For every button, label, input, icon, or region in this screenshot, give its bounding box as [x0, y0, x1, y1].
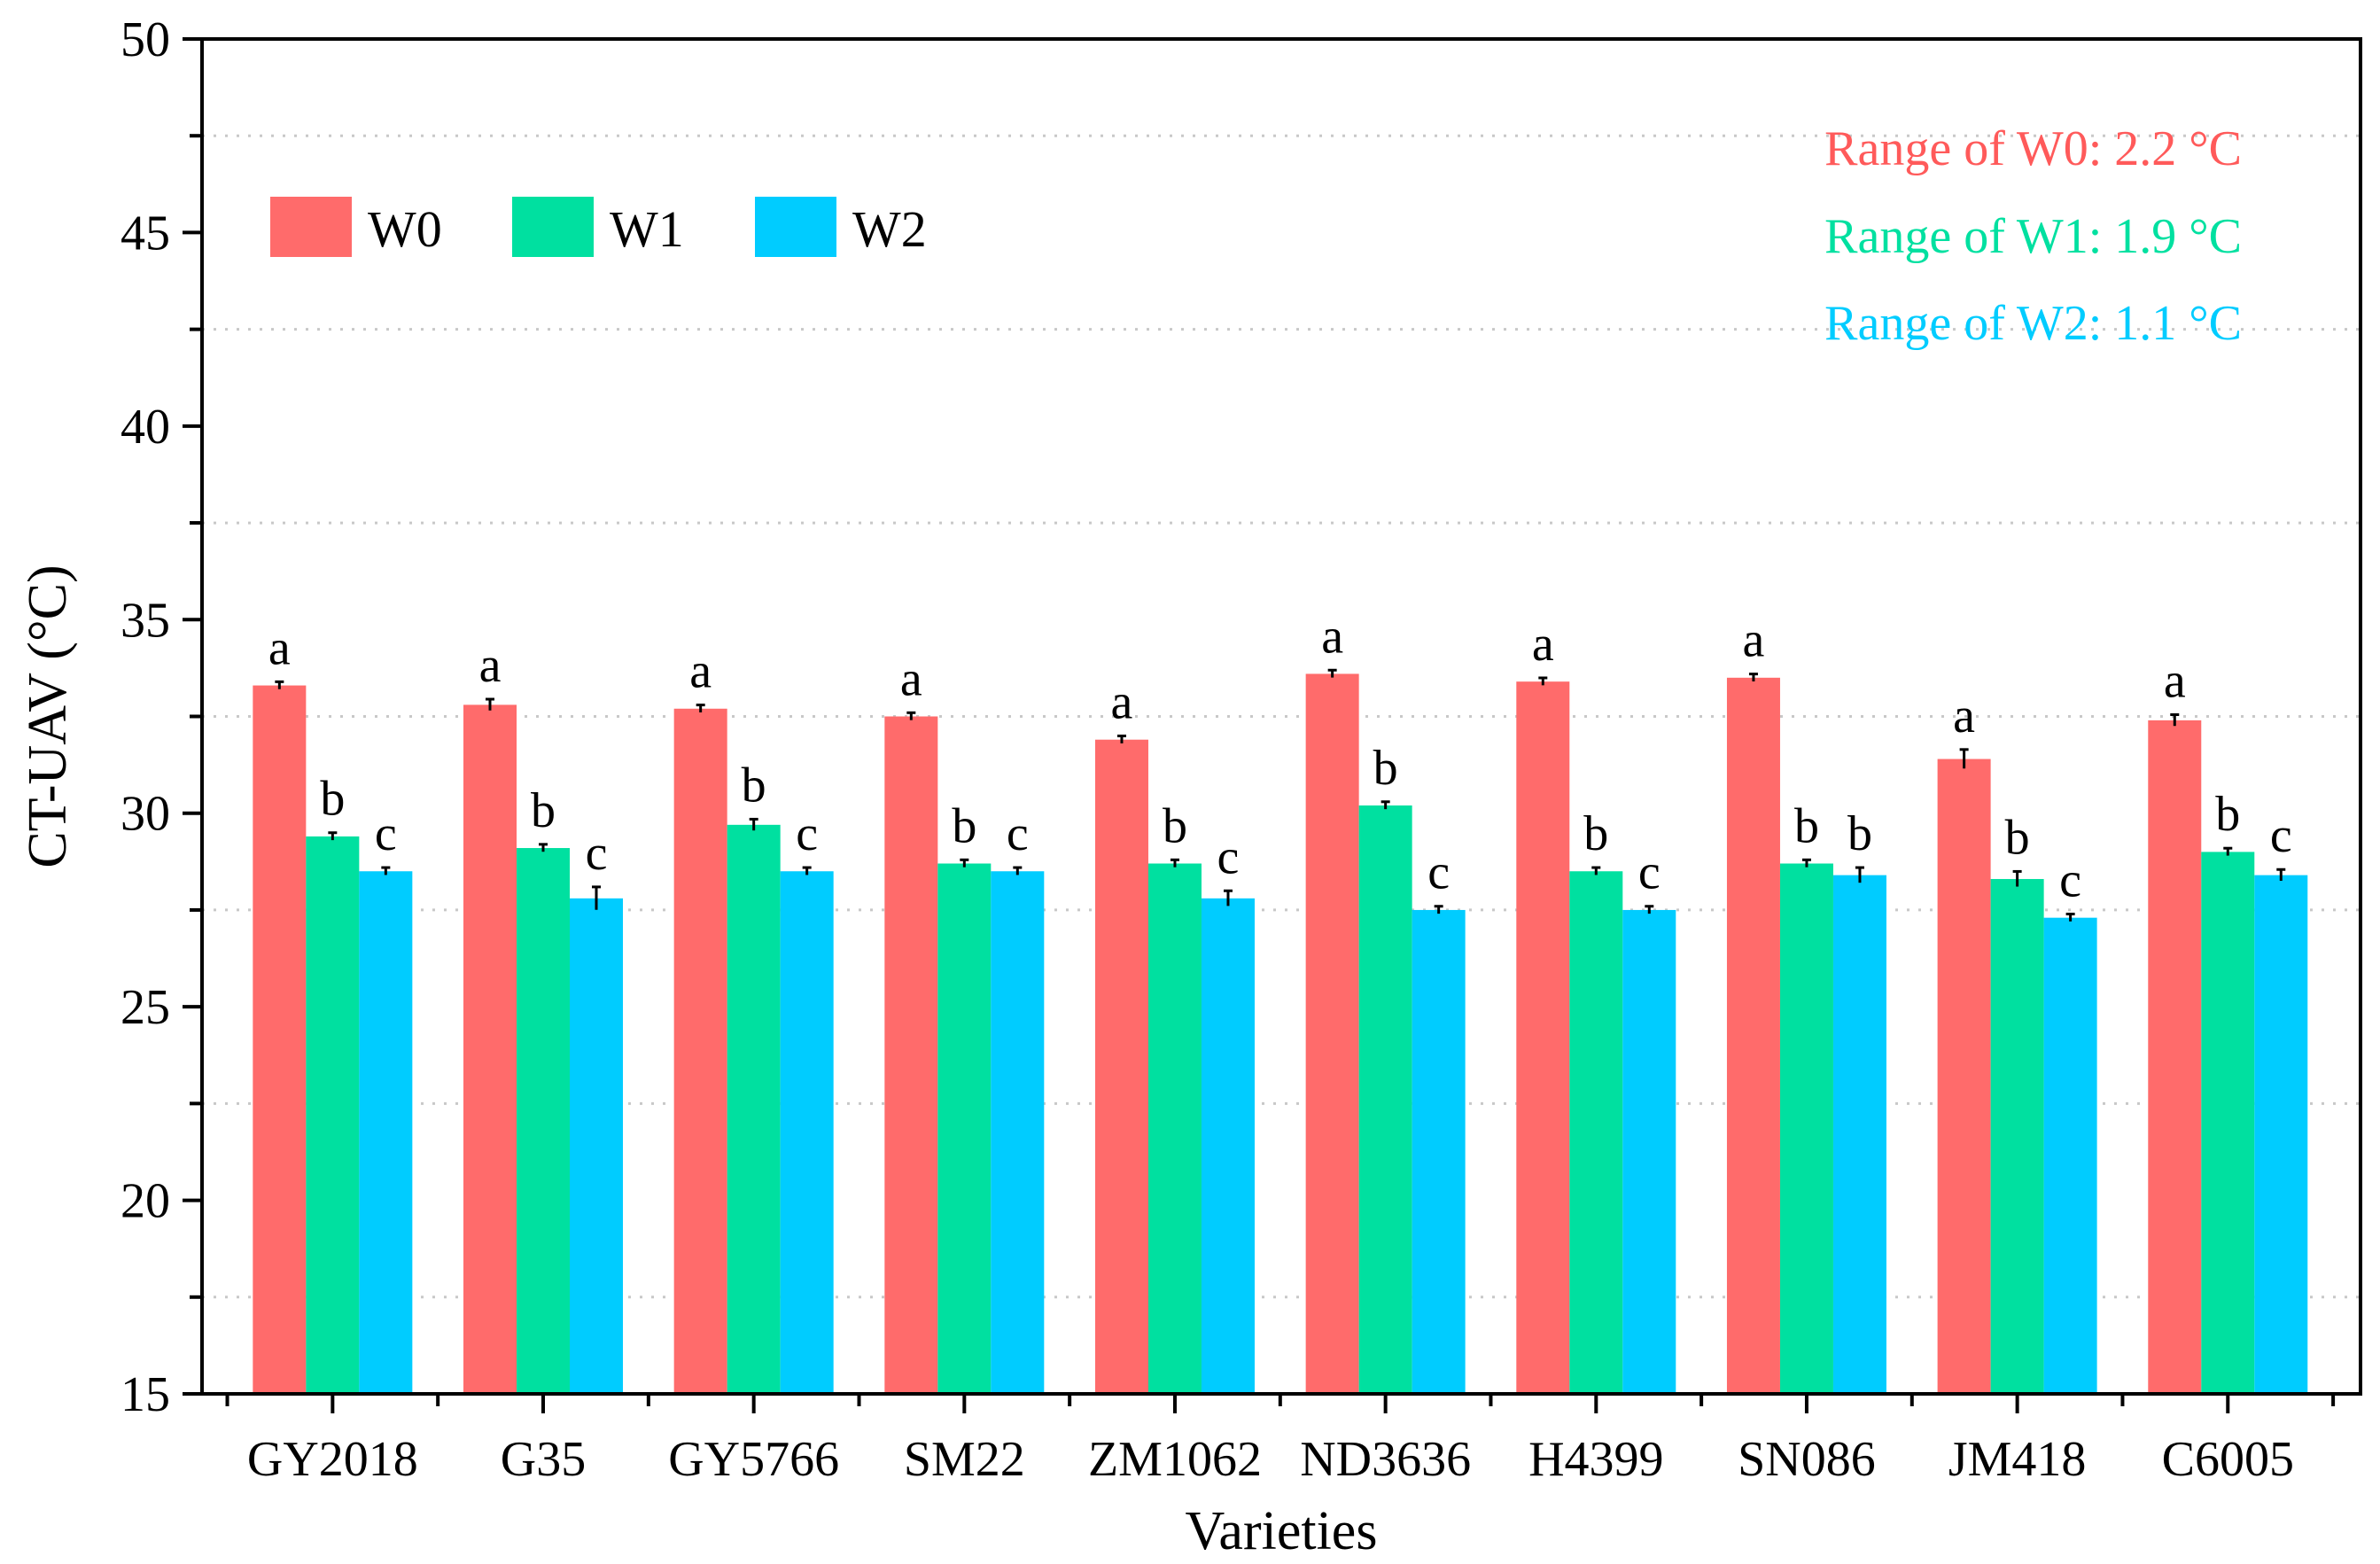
bars — [253, 673, 2308, 1394]
bar-w2 — [570, 898, 624, 1394]
significance-letter: c — [796, 806, 818, 861]
significance-letter: c — [2270, 808, 2292, 863]
significance-letter: a — [1743, 613, 1765, 668]
legend-label-w1: W1 — [610, 200, 684, 258]
bar-w0 — [1516, 681, 1570, 1394]
x-tick-label: JM418 — [1948, 1432, 2087, 1487]
range-annotation-w2: Range of W2: 1.1 °C — [1824, 296, 2242, 351]
significance-letter: b — [1794, 798, 1819, 853]
range-annotations: Range of W0: 2.2 °C Range of W1: 1.9 °C Ra… — [1824, 121, 2242, 351]
significance-letter: b — [1583, 806, 1608, 861]
bar-w0 — [2148, 720, 2202, 1394]
significance-letter: c — [1427, 845, 1450, 900]
bar-w2 — [1412, 909, 1466, 1394]
bar-w1 — [1147, 863, 1202, 1394]
bar-w0 — [463, 704, 517, 1394]
bar-w2 — [2254, 875, 2308, 1394]
significance-letter: b — [531, 783, 556, 838]
y-tick-label: 25 — [121, 980, 170, 1035]
bar-w2 — [1832, 875, 1886, 1394]
bar-w0 — [253, 685, 307, 1394]
significance-letter: c — [1217, 829, 1240, 884]
bar-w2 — [2043, 917, 2097, 1394]
significance-letter: a — [1953, 689, 1975, 743]
axis-ticks — [183, 37, 2336, 1413]
x-axis-title: Varieties — [1186, 1501, 1378, 1561]
bar-w1 — [517, 848, 571, 1394]
range-annotation-w1: Range of W1: 1.9 °C — [1824, 209, 2242, 264]
y-tick-label: 40 — [121, 400, 170, 455]
significance-letter: b — [1373, 741, 1398, 796]
legend-label-w2: W2 — [852, 200, 927, 258]
significance-letter: c — [586, 826, 608, 881]
y-tick-label: 45 — [121, 206, 170, 261]
significance-letter: a — [1532, 617, 1554, 672]
error-bars — [275, 668, 2286, 922]
bar-w0 — [1094, 739, 1148, 1394]
significance-letter: b — [2215, 787, 2240, 842]
x-tick-label: H4399 — [1528, 1432, 1663, 1487]
bar-w1 — [727, 824, 781, 1394]
bar-w1 — [1779, 863, 1833, 1394]
significance-letter: c — [375, 806, 397, 861]
range-annotation-w0: Range of W0: 2.2 °C — [1824, 121, 2242, 176]
significance-letter: a — [1111, 675, 1133, 730]
legend-swatch-w1 — [512, 197, 594, 257]
bar-w1 — [1990, 878, 2044, 1394]
x-tick-label: ND3636 — [1300, 1432, 1471, 1487]
significance-letter: c — [2059, 852, 2081, 907]
x-tick-label: GY2018 — [247, 1432, 418, 1487]
bar-w1 — [306, 836, 360, 1394]
bar-w1 — [1569, 871, 1623, 1394]
bar-w1 — [2201, 852, 2255, 1394]
bar-w2 — [991, 871, 1045, 1394]
bar-w0 — [1726, 677, 1780, 1394]
significance-letter: c — [1007, 806, 1029, 861]
significance-letter: b — [320, 772, 345, 827]
x-tick-label: SM22 — [904, 1432, 1025, 1487]
x-tick-label: ZM1062 — [1088, 1432, 1262, 1487]
significance-letter: a — [689, 644, 712, 699]
x-tick-label: GY5766 — [668, 1432, 839, 1487]
bar-w0 — [673, 708, 727, 1394]
x-tick-label: C6005 — [2162, 1432, 2294, 1487]
significance-letter: c — [1638, 845, 1661, 900]
significance-letter: b — [1163, 798, 1187, 853]
significance-letter: b — [952, 798, 976, 853]
bar-w2 — [359, 871, 413, 1394]
significance-letter: a — [268, 620, 291, 675]
y-tick-labels: 15 20 25 30 35 40 45 50 — [121, 12, 170, 1422]
bar-w1 — [1358, 805, 1412, 1394]
legend-swatch-w2 — [755, 197, 836, 257]
y-tick-label: 20 — [121, 1174, 170, 1229]
legend: W0 W1 W2 — [270, 197, 927, 258]
significance-letter: b — [742, 758, 766, 813]
bar-w2 — [1622, 909, 1676, 1394]
y-tick-label: 50 — [121, 12, 170, 67]
x-tick-label: SN086 — [1738, 1432, 1876, 1487]
legend-label-w0: W0 — [368, 200, 442, 258]
x-tick-labels: GY2018 G35 GY5766 SM22 ZM1062 ND3636 H4399 SN08… — [247, 1432, 2294, 1487]
significance-letter: a — [2164, 654, 2186, 709]
significance-letter: a — [900, 651, 922, 706]
bar-w2 — [780, 871, 834, 1394]
bar-w1 — [937, 863, 992, 1394]
significance-letter: a — [1321, 609, 1343, 664]
x-tick-label: G35 — [501, 1432, 586, 1487]
y-tick-label: 35 — [121, 593, 170, 648]
bar-w0 — [884, 716, 938, 1394]
significance-letter: b — [1847, 806, 1872, 861]
y-tick-label: 30 — [121, 787, 170, 842]
legend-swatch-w0 — [270, 197, 352, 257]
bar-w0 — [1305, 673, 1359, 1394]
y-axis-title: CT-UAV (°C) — [18, 564, 78, 868]
bar-w0 — [1937, 759, 1991, 1394]
y-tick-label: 15 — [121, 1367, 170, 1422]
bar-w2 — [1201, 898, 1255, 1394]
significance-letter: b — [2005, 810, 2030, 865]
significance-letter: a — [479, 638, 502, 693]
